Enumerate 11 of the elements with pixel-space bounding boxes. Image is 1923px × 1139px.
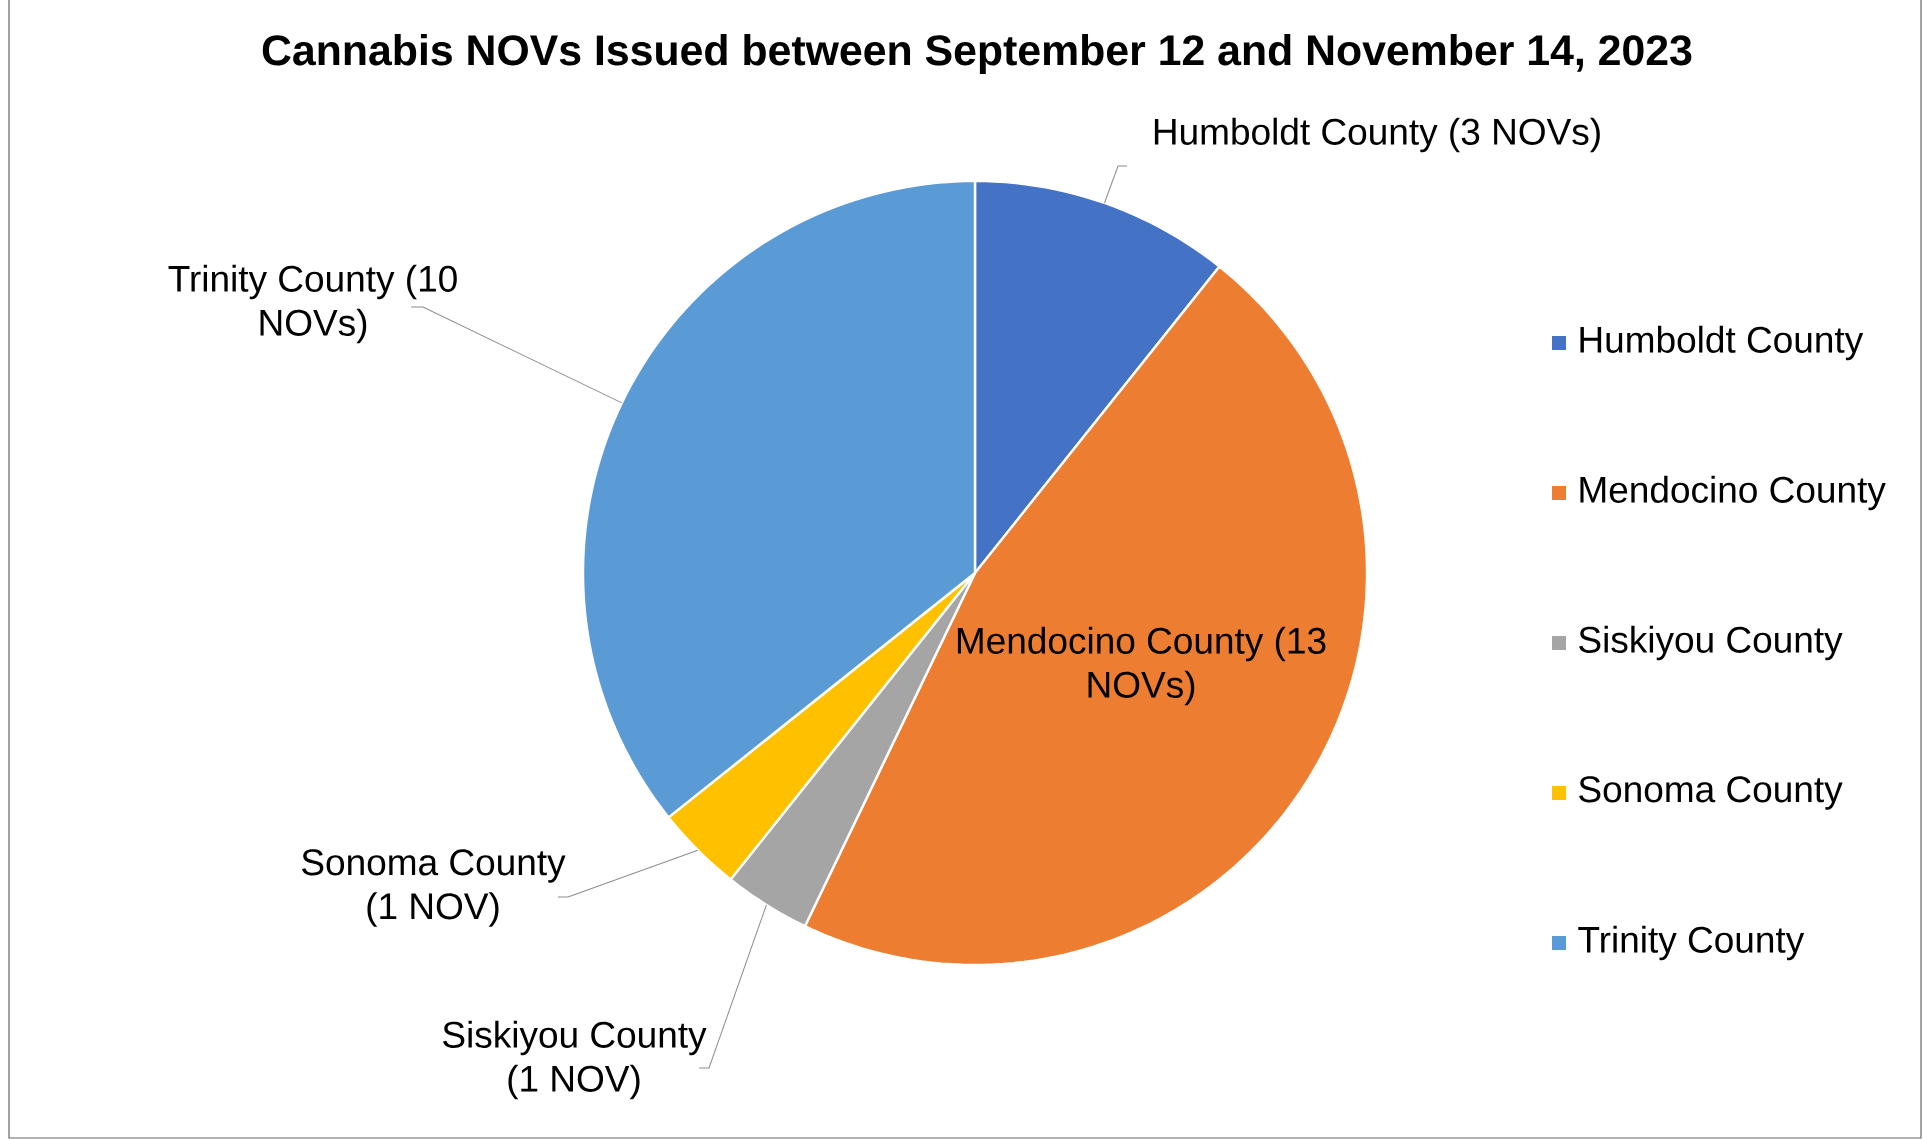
legend-label: Mendocino County [1580, 475, 1886, 511]
data-label: Humboldt County (3 NOVs) [1154, 117, 1600, 153]
legend-label: Sonoma County [1579, 776, 1843, 810]
legend-label: Humboldt County [1580, 325, 1864, 361]
chart-title: Cannabis NOVs Issued between September 12 and November 14, 2023 [262, 34, 1692, 74]
legend-label: Trinity County [1578, 925, 1805, 961]
data-label: Siskiyou County (1 NOV) [443, 1020, 707, 1100]
data-label: Sonoma County (1 NOV) [302, 849, 566, 927]
data-label: Trinity County (10 NOVs) [168, 264, 457, 344]
legend-label: Siskiyou County [1579, 625, 1843, 661]
data-label: Mendocino County (13 NOVs) [957, 626, 1326, 706]
